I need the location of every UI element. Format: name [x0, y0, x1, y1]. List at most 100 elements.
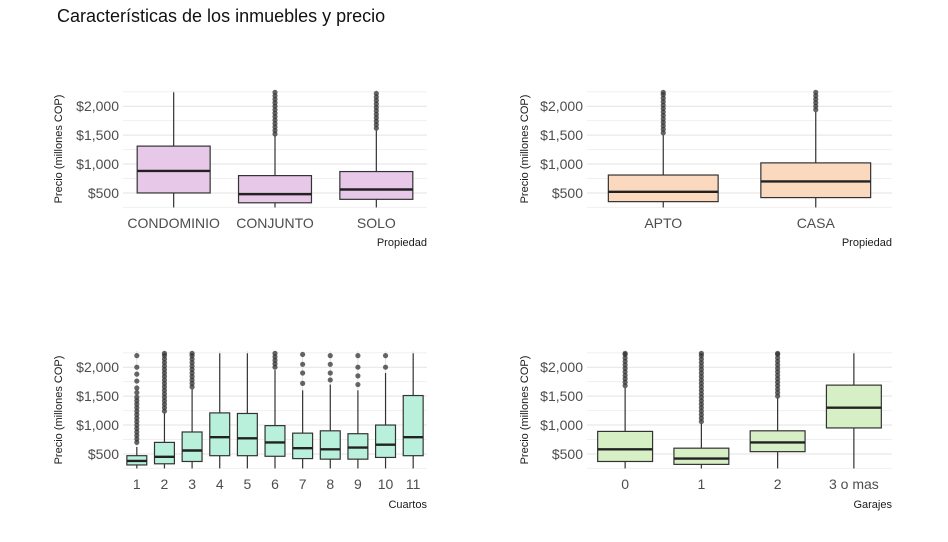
outlier-point — [134, 385, 140, 391]
x-tick-label: 4 — [216, 476, 224, 492]
box-iqr — [181, 431, 203, 463]
x-tick-label: 6 — [271, 476, 279, 492]
box-iqr — [673, 447, 730, 465]
x-tick-label: 5 — [243, 476, 251, 492]
x-axis-label: Propiedad — [842, 237, 892, 249]
y-tick-label: $1,500 — [540, 127, 583, 143]
box-1 — [126, 353, 148, 469]
x-tick-label: 2 — [161, 476, 169, 492]
outlier-point — [327, 361, 333, 367]
x-tick-label: 3 o mas — [829, 476, 879, 492]
outlier-point — [134, 378, 140, 384]
box-7 — [292, 351, 314, 469]
x-tick-label: CASA — [797, 215, 836, 231]
y-tick-label: $500 — [552, 446, 583, 462]
box-4 — [209, 353, 231, 469]
y-tick-label: $1,000 — [76, 417, 119, 433]
outlier-point — [300, 361, 306, 367]
outlier-point — [373, 90, 379, 97]
outlier-point — [382, 364, 389, 370]
x-tick-label: 8 — [326, 476, 334, 492]
box-SOLO — [339, 90, 414, 208]
x-axis-label: Propiedad — [377, 237, 427, 249]
box-APTO — [607, 89, 719, 208]
outlier-point — [300, 370, 306, 376]
box-iqr — [237, 175, 313, 204]
outlier-point — [189, 350, 195, 356]
y-tick-label: $2,000 — [540, 359, 583, 375]
box-CONDOMINIO — [136, 92, 211, 208]
x-tick-label: 3 — [188, 476, 196, 492]
box-iqr — [236, 412, 258, 457]
box-8 — [319, 353, 341, 469]
y-tick-label: $500 — [88, 446, 119, 462]
box-5 — [236, 353, 258, 469]
x-axis-label: Garajes — [853, 499, 892, 511]
x-tick-label: CONJUNTO — [236, 215, 314, 231]
outlier-point — [272, 89, 278, 95]
box-iqr — [607, 174, 719, 203]
box-9 — [347, 353, 369, 469]
x-tick-label: 11 — [406, 476, 421, 492]
x-axis-label: Cuartos — [388, 499, 427, 511]
box-10 — [374, 353, 397, 469]
y-tick-label: $1,500 — [76, 127, 119, 143]
outlier-point — [355, 364, 361, 370]
outlier-point — [134, 390, 140, 396]
x-tick-label: 10 — [378, 476, 394, 492]
outlier-point — [382, 353, 389, 359]
box-1 — [673, 350, 730, 469]
box-iqr — [136, 145, 211, 194]
y-tick-label: $2,000 — [76, 359, 119, 375]
box-iqr — [319, 430, 341, 460]
box-CASA — [760, 89, 872, 208]
outlier-point — [327, 377, 333, 383]
outlier-point — [622, 350, 628, 356]
x-tick-label: CONDOMINIO — [127, 215, 220, 231]
outlier-point — [134, 371, 140, 377]
y-tick-label: $1,500 — [76, 388, 119, 404]
box-iqr — [339, 170, 414, 200]
box-0 — [597, 350, 654, 469]
outlier-point — [355, 373, 361, 379]
box-2 — [749, 350, 806, 469]
y-axis-label: Precio (millones COP) — [519, 356, 531, 465]
y-axis-label: Precio (millones COP) — [519, 95, 531, 204]
outlier-point — [161, 350, 168, 356]
box-iqr — [153, 441, 176, 465]
x-tick-label: SOLO — [357, 215, 396, 231]
outlier-point — [355, 381, 361, 388]
outlier-point — [327, 353, 333, 359]
y-tick-label: $500 — [552, 185, 583, 201]
x-tick-label: APTO — [644, 215, 682, 231]
x-tick-label: 2 — [774, 476, 782, 492]
outlier-point — [134, 353, 140, 359]
y-tick-label: $500 — [88, 185, 119, 201]
outlier-point — [300, 351, 306, 358]
x-tick-label: 0 — [621, 476, 629, 492]
box-iqr — [597, 430, 654, 463]
outlier-point — [813, 89, 819, 95]
y-axis-label: Precio (millones COP) — [53, 356, 65, 465]
outlier-point — [775, 350, 781, 356]
y-tick-label: $1,000 — [76, 156, 119, 172]
box-11 — [402, 353, 424, 469]
outlier-point — [355, 353, 361, 359]
x-tick-label: 9 — [354, 476, 362, 492]
y-tick-label: $2,000 — [540, 98, 583, 114]
outlier-point — [698, 350, 704, 356]
x-tick-label: 1 — [697, 476, 705, 492]
y-tick-label: $1,000 — [540, 156, 583, 172]
outlier-point — [134, 394, 140, 400]
box-iqr — [264, 425, 286, 457]
box-2 — [153, 350, 176, 469]
x-tick-label: 7 — [299, 476, 307, 492]
outlier-point — [272, 350, 278, 356]
box-iqr — [374, 424, 397, 459]
y-tick-label: $2,000 — [76, 98, 119, 114]
y-axis-label: Precio (millones COP) — [53, 95, 65, 204]
